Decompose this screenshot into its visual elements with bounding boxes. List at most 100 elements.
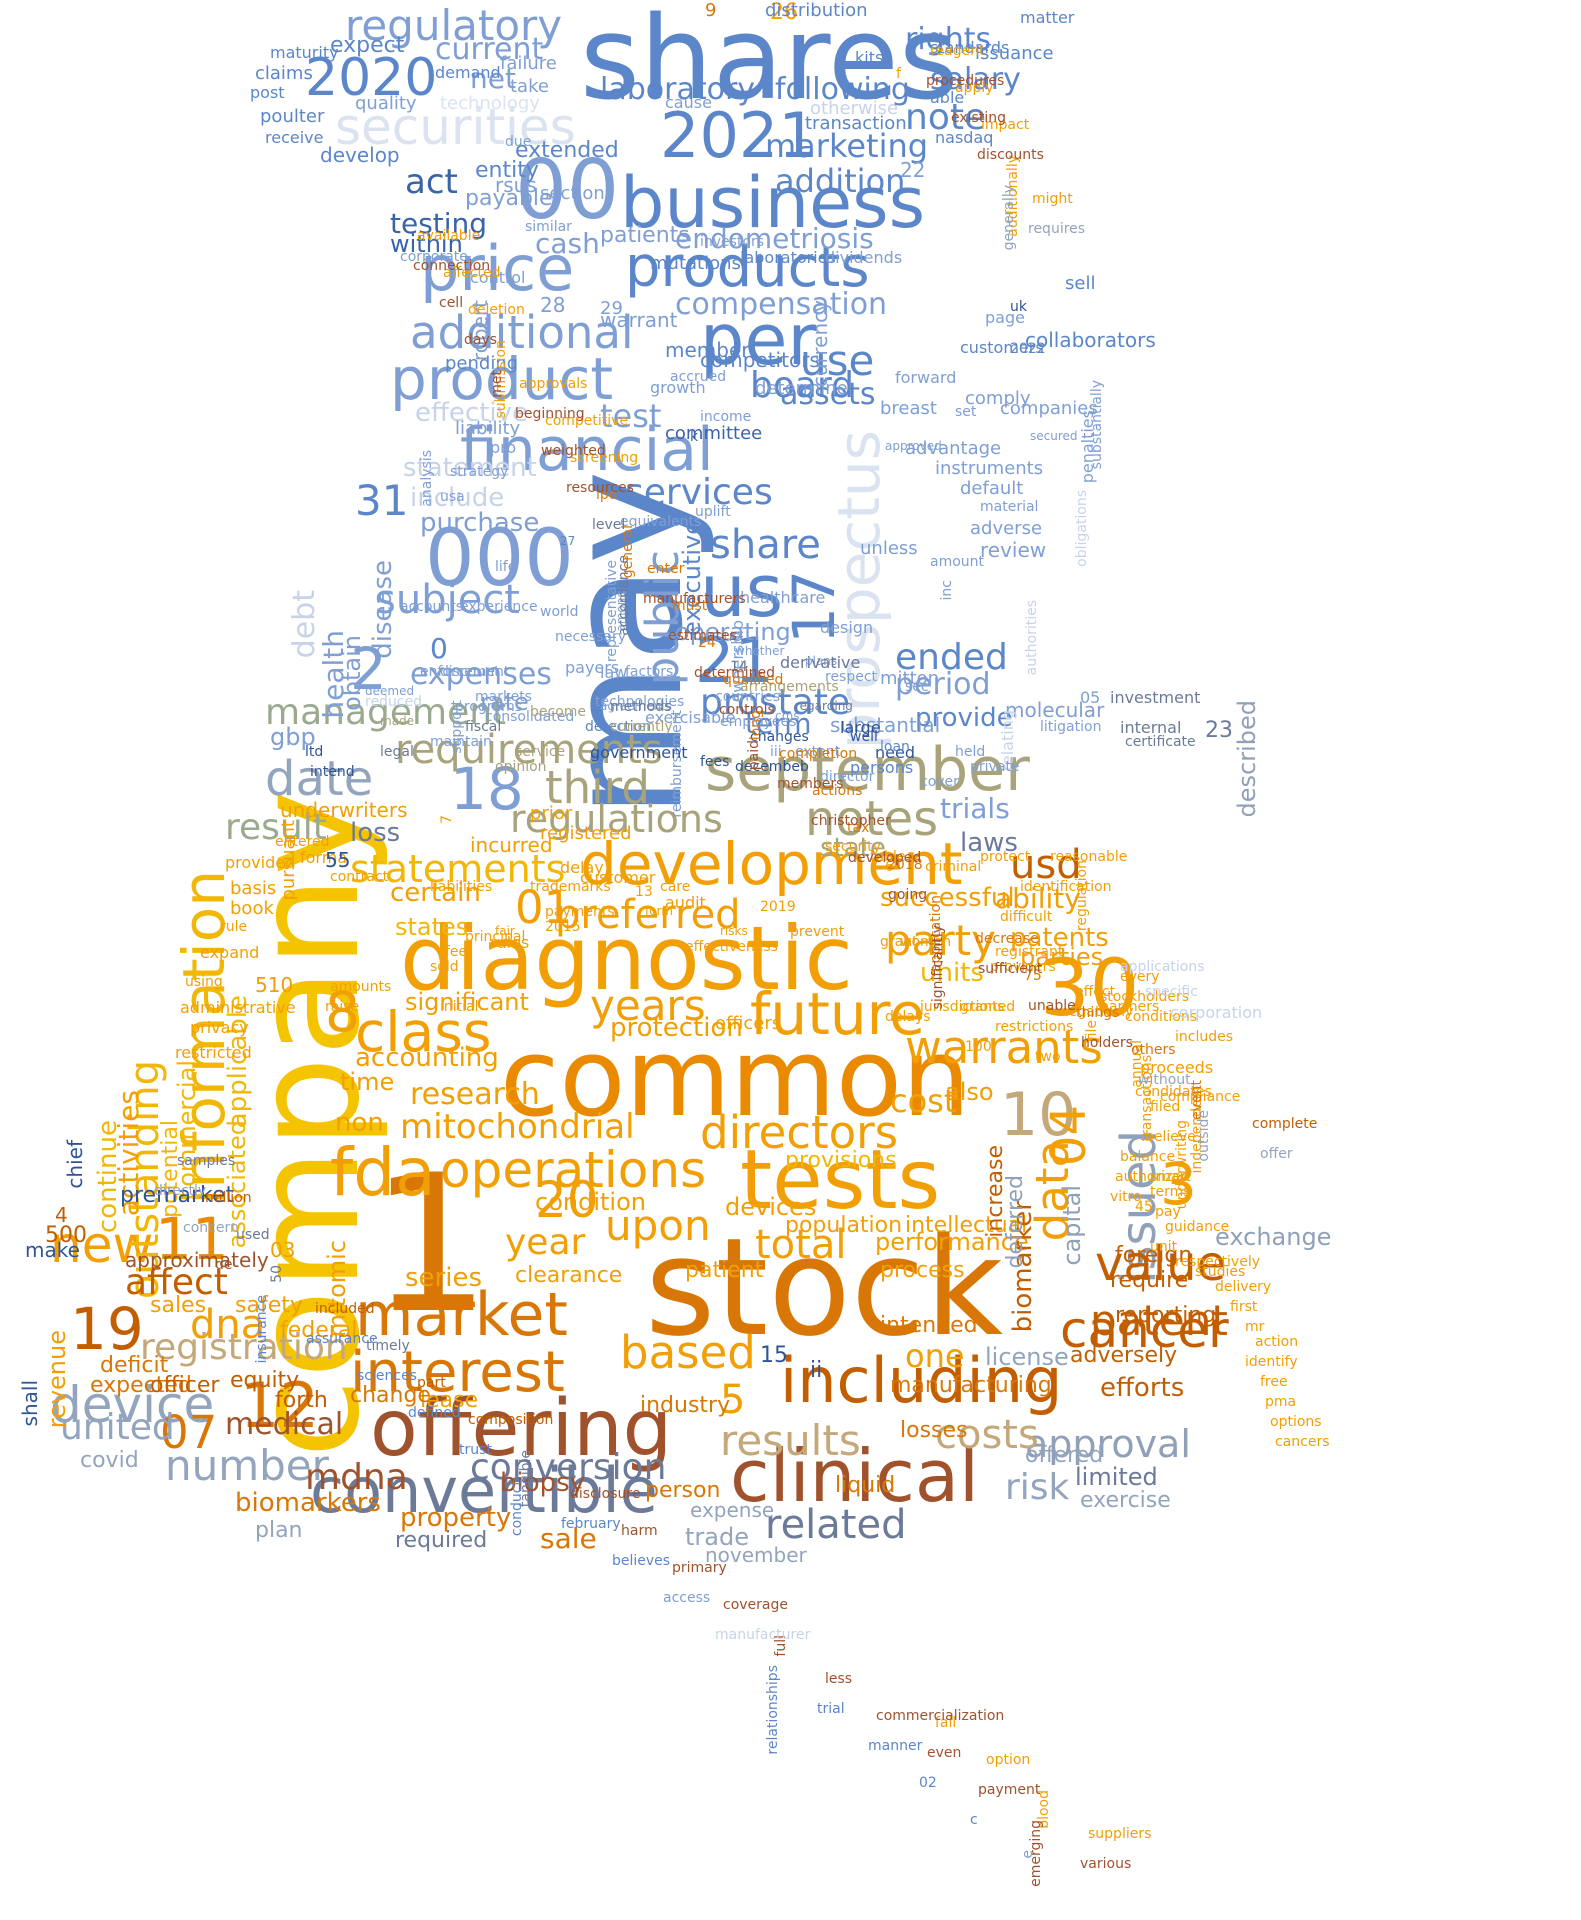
word-trademarks-417: trademarks [530, 879, 611, 895]
word-providers-446: providers [990, 959, 1056, 975]
word-uplift-302: uplift [695, 504, 731, 520]
word-enter-506: enter [647, 561, 685, 577]
word-persons-348: persons [850, 758, 914, 777]
word-research-150: research [410, 1077, 540, 1112]
word-countries-342: countries [715, 689, 781, 705]
word-must-507: must [672, 598, 708, 614]
word-condition-162: condition [535, 1188, 646, 1216]
word-believes-582: believes [612, 1553, 671, 1569]
word-expenses-121: expenses [410, 657, 552, 692]
word-without-569: without [1138, 1072, 1191, 1088]
word-payers-328: payers [565, 658, 620, 677]
word-management-56: management [265, 692, 507, 733]
word-2019-423: 2019 [760, 899, 796, 915]
word-device-72: device [50, 1376, 215, 1434]
word-grant-448: grant [880, 934, 918, 950]
word-coverage-534: coverage [723, 1597, 788, 1613]
word-currently-365: currently [610, 719, 673, 735]
word-holders-568: holders [1081, 1035, 1133, 1051]
word-losses-206: losses [900, 1418, 968, 1443]
word-sell-268: sell [1065, 273, 1096, 294]
word-property-177: property [400, 1503, 512, 1533]
word-negatively-461: negatively [1060, 1004, 1134, 1020]
word-underwriters-389: underwriters [280, 798, 408, 822]
word-person-208: person [645, 1478, 721, 1503]
word-use-100: use [800, 336, 875, 385]
word-authorities-331: authorities [1024, 600, 1040, 676]
word-ended-99: ended [895, 637, 1008, 678]
word-used-524: used [236, 1227, 270, 1243]
word-director-355: director [820, 769, 875, 785]
word-fail-488: fail [935, 1715, 957, 1731]
word-iii-345: iii [770, 744, 782, 760]
word-authorized-452: authorized [1115, 1169, 1190, 1185]
word-certain-142: certain [390, 878, 481, 908]
word-22-263: 22 [900, 158, 926, 182]
word-fda-36: fda [330, 1134, 436, 1211]
word-conduct-580: conduct [509, 1480, 525, 1537]
word-exchange-199: exchange [1215, 1223, 1332, 1251]
word-obligations-307: obligations [1074, 490, 1090, 567]
word-delays-443: delays [885, 1009, 931, 1025]
word-21-18: 21 [695, 624, 774, 697]
word-population-168: population [785, 1213, 903, 1238]
word-expense-209: expense [690, 1498, 775, 1522]
word-life-327: life [495, 559, 517, 575]
word-extended-250: extended [515, 138, 619, 163]
word-continue-156: continue [93, 1120, 123, 1234]
word-conversion-82: conversion [470, 1447, 667, 1488]
word-current-109: current [435, 32, 544, 67]
word-strategy-317: strategy [450, 464, 509, 480]
word-effect-438: effect [1075, 984, 1116, 1000]
word-8-60: 8 [325, 980, 360, 1044]
word-share-96: share [710, 522, 821, 568]
word-become-363: become [530, 704, 587, 720]
word-proceeds-458: proceeds [1140, 1058, 1214, 1077]
word-registered-388: registered [540, 823, 632, 844]
word-raise-431: raise [325, 999, 360, 1015]
word-determined-558: determined [694, 665, 776, 681]
word-november-185: november [705, 1543, 807, 1567]
word-12-43: 12 [240, 1369, 319, 1442]
word-trials-136: trials [940, 792, 1010, 825]
word-development-30: development [580, 830, 963, 898]
word-transactions-469: transactions [1139, 1055, 1155, 1142]
word-held-322: held [955, 744, 986, 760]
word-regulatory-1: regulatory [345, 1, 563, 50]
word-regulations-54: regulations [510, 797, 723, 841]
word-manufacturer-584: manufacturer [715, 1627, 811, 1643]
word-performance-166: performance [875, 1228, 1029, 1256]
word-offer-571: offer [1260, 1146, 1293, 1162]
word-obtain-127: obtain [338, 635, 366, 711]
word-programs-316: programs [455, 699, 523, 715]
word-ltd-385: ltd [305, 744, 324, 760]
word-healthcare-308: healthcare [740, 588, 826, 607]
word-experience-333: experience [460, 599, 538, 615]
word-patents-145: patents [1010, 923, 1109, 953]
word-years-61: years [590, 981, 706, 1030]
word-executive-133: executive [678, 520, 706, 637]
word-intellectual-169: intellectual [905, 1213, 1028, 1238]
word-need-321: need [875, 743, 915, 762]
word-using-408: using [185, 974, 223, 990]
word-based-71: based [620, 1326, 756, 1379]
word-developed-563: developed [848, 850, 922, 866]
word-world-320: world [540, 604, 579, 620]
word-salary-108: salary [930, 62, 1021, 97]
word-time-151: time [340, 1068, 395, 1096]
word-directors-47: directors [700, 1106, 899, 1159]
word-45-450: 45 [1135, 1199, 1153, 1215]
word-effectiveness-425: effectiveness [685, 939, 778, 955]
word-every-437: every [1120, 969, 1160, 985]
word-equity-215: equity [230, 1368, 300, 1393]
word-forth-216: forth [275, 1388, 328, 1413]
word-one-90: one [905, 1337, 965, 1375]
word-investment-371: investment [1110, 688, 1201, 707]
word-conditions-440: conditions [1125, 1009, 1198, 1025]
word-class-35: class [355, 1000, 492, 1064]
word-f-591: f [896, 66, 901, 82]
word-administrative-409: administrative [180, 998, 296, 1017]
word-completion-511: completion [779, 746, 858, 762]
word-sciences-577: sciences [357, 1368, 417, 1384]
word-2-93: 2 [350, 635, 387, 703]
